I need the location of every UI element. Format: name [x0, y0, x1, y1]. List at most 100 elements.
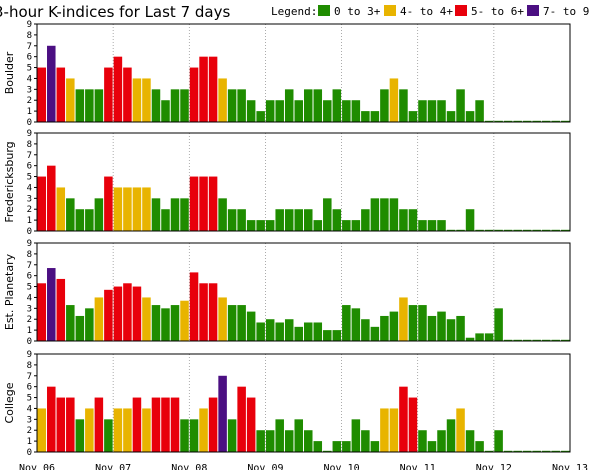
- k-index-bar: [313, 220, 323, 231]
- y-tick-label: 0: [27, 118, 32, 128]
- y-tick-label: 5: [27, 64, 32, 74]
- k-index-bar: [123, 187, 132, 231]
- k-index-bar: [66, 305, 75, 341]
- k-index-bar: [408, 111, 418, 122]
- k-index-bar: [551, 450, 560, 452]
- k-index-bar: [304, 322, 313, 341]
- k-index-bar: [275, 419, 284, 452]
- k-index-bar: [437, 311, 446, 341]
- k-index-bar: [37, 283, 47, 341]
- k-index-bar: [256, 322, 265, 341]
- k-index-bar: [475, 441, 484, 452]
- k-index-bar: [456, 315, 465, 341]
- y-tick-label: 5: [27, 394, 32, 404]
- k-index-bar: [475, 229, 484, 231]
- k-index-bar: [513, 339, 522, 341]
- k-index-bar: [265, 430, 275, 452]
- date-axis: Nov 06 Nov 07 Nov 08 Nov 09 Nov 10 Nov 11 Nov …: [19, 463, 588, 470]
- k-index-bar: [237, 209, 246, 231]
- k-index-bar: [484, 229, 494, 231]
- k-index-bar: [380, 408, 389, 452]
- k-index-bar: [389, 198, 399, 231]
- k-index-bar: [484, 450, 494, 452]
- k-index-bar: [503, 229, 513, 231]
- k-index-bar: [427, 441, 437, 452]
- k-index-bar: [180, 89, 189, 122]
- k-index-bar: [161, 209, 170, 231]
- panel-label: Boulder: [3, 51, 16, 94]
- k-index-bar: [94, 297, 104, 341]
- k-index-bar: [323, 198, 332, 231]
- k-index-bar: [408, 305, 418, 341]
- legend-item-2: 5- to 6+: [471, 5, 524, 18]
- k-index-bar: [351, 308, 361, 341]
- y-tick-label: 0: [27, 337, 32, 347]
- legend-swatch-2: [455, 5, 467, 16]
- x-tick-label: Nov 06: [19, 463, 55, 470]
- k-index-bar: [522, 120, 532, 122]
- k-index-bar: [427, 220, 437, 231]
- k-index-bar: [389, 408, 399, 452]
- k-index-bar: [56, 187, 66, 231]
- k-index-bar: [446, 419, 456, 452]
- k-index-bar: [494, 308, 503, 341]
- panel-label: Fredericksburg: [3, 141, 16, 222]
- k-index-bar: [180, 419, 189, 452]
- k-index-bar: [189, 176, 199, 231]
- k-index-bar: [37, 408, 47, 452]
- k-index-bar: [180, 198, 189, 231]
- y-tick-label: 5: [27, 283, 32, 293]
- panel-frame: [36, 242, 571, 342]
- k-index-bar: [123, 67, 132, 122]
- legend-swatch-0: [318, 5, 330, 16]
- k-index-bar: [94, 198, 104, 231]
- k-index-bar: [199, 408, 208, 452]
- y-tick-label: 6: [27, 272, 32, 282]
- legend-swatch-1: [384, 5, 396, 16]
- k-index-bar: [446, 319, 456, 341]
- k-index-bar: [218, 78, 227, 122]
- k-index-bar: [113, 56, 123, 122]
- k-index-bar: [132, 78, 142, 122]
- k-index-bar: [361, 319, 370, 341]
- k-index-bar: [132, 187, 142, 231]
- k-index-bar: [513, 450, 522, 452]
- k-index-bar: [284, 89, 294, 122]
- k-index-bar: [465, 337, 475, 341]
- k-index-bar: [418, 100, 427, 122]
- k-index-bar: [237, 305, 246, 341]
- k-index-bar: [323, 330, 332, 341]
- k-index-bar: [380, 89, 389, 122]
- k-index-bar: [189, 419, 199, 452]
- k-index-bar: [189, 67, 199, 122]
- y-tick-label: 7: [27, 151, 32, 161]
- k-index-bar: [456, 229, 465, 231]
- k-index-bar: [199, 176, 208, 231]
- legend: Legend: 0 to 3+ 4- to 4+ 5- to 6+ 7- to …: [271, 5, 589, 18]
- y-tick-label: 8: [27, 361, 32, 371]
- y-tick-label: 1: [27, 437, 32, 447]
- k-index-bar: [161, 100, 170, 122]
- y-tick-label: 3: [27, 304, 32, 314]
- k-index-bar: [418, 305, 427, 341]
- k-index-bar: [408, 397, 418, 452]
- k-index-bar: [246, 311, 256, 341]
- k-index-bar: [189, 272, 199, 341]
- k-index-bar: [465, 209, 475, 231]
- k-index-bar: [532, 120, 541, 122]
- k-index-bar: [560, 450, 570, 452]
- k-index-bar: [399, 297, 408, 341]
- k-index-bar: [180, 300, 189, 341]
- k-index-bar: [208, 283, 218, 341]
- y-tick-label: 0: [27, 448, 32, 458]
- k-index-bar: [104, 289, 113, 341]
- k-index-bar: [484, 120, 494, 122]
- x-tick-label: Nov 13: [552, 463, 588, 470]
- k-index-bar: [475, 333, 484, 341]
- legend-item-0: 0 to 3+: [334, 5, 381, 18]
- y-tick-label: 1: [27, 107, 32, 117]
- k-index-bar: [142, 187, 151, 231]
- y-tick-label: 1: [27, 326, 32, 336]
- k-index-bar: [503, 120, 513, 122]
